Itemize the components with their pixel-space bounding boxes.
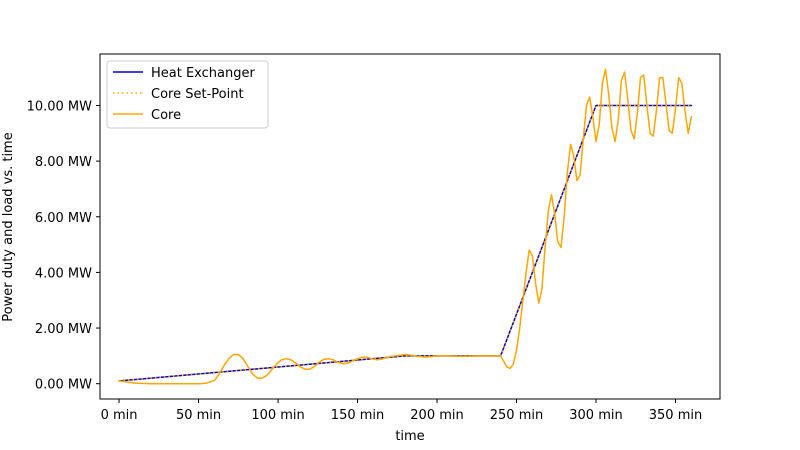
y-axis-label: Power duty and load vs. time: [1, 132, 16, 321]
y-tick-label: 4.00 MW: [35, 266, 92, 281]
x-tick-label: 350 min: [649, 408, 702, 423]
x-axis-ticks: 0 min 50 min 100 min 150 min 200 min 250 min 3…: [101, 399, 702, 423]
legend-box: [106, 60, 269, 129]
x-tick-label: 0 min: [101, 408, 138, 423]
legend-label-core: Core: [151, 108, 181, 123]
y-tick-label: 6.00 MW: [35, 211, 92, 226]
y-tick-label: 8.00 MW: [35, 155, 92, 170]
x-tick-label: 50 min: [176, 408, 221, 423]
x-tick-label: 200 min: [410, 408, 463, 423]
legend: Heat Exchanger Core Set-Point Core: [106, 60, 269, 129]
series-layer: [118, 68, 693, 385]
legend-label-core-set-point: Core Set-Point: [151, 87, 244, 102]
y-tick-label: 2.00 MW: [35, 322, 92, 337]
x-tick-label: 300 min: [569, 408, 622, 423]
x-tick-label: 150 min: [331, 408, 384, 423]
series-line-core: [118, 68, 693, 385]
x-tick-label: 250 min: [490, 408, 543, 423]
x-axis-label: time: [395, 429, 424, 444]
plot-frame: [99, 53, 721, 400]
y-tick-label: 10.00 MW: [27, 99, 93, 114]
y-axis-ticks: 0.00 MW 2.00 MW 4.00 MW 6.00 MW 8.00 MW 10.00…: [27, 99, 100, 393]
legend-label-heat-exchanger: Heat Exchanger: [151, 66, 255, 81]
x-tick-label: 100 min: [251, 408, 304, 423]
y-tick-label: 0.00 MW: [35, 378, 92, 393]
